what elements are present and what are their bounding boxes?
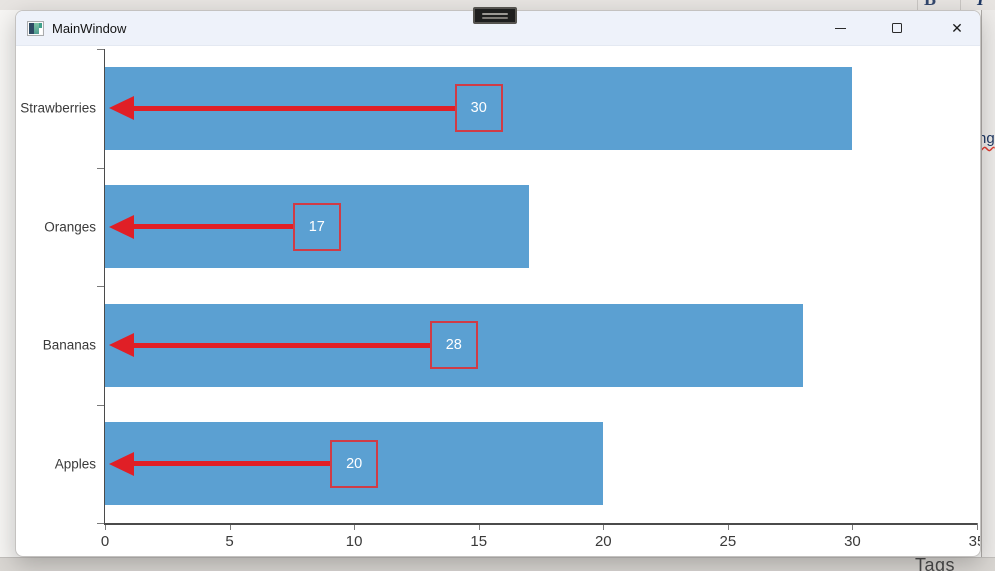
- x-axis-tick: [478, 523, 480, 530]
- main-window: MainWindow ✕ Strawberries 30 Oranges 17 Bana…: [15, 10, 981, 557]
- clipped-document-text: ng: [982, 130, 995, 147]
- x-tick-label: 10: [345, 533, 363, 550]
- category-label: Oranges: [44, 219, 96, 235]
- x-axis-line: [103, 523, 977, 525]
- x-tick-label: 15: [470, 533, 488, 550]
- value-label: 30: [470, 100, 487, 117]
- toolbar-divider: [960, 0, 961, 10]
- x-tick-label: 5: [225, 533, 234, 550]
- title-bar[interactable]: MainWindow ✕: [16, 11, 980, 46]
- app-icon: [27, 21, 44, 36]
- maximize-icon: [892, 23, 902, 33]
- snap-line: [482, 13, 508, 15]
- arrow-head-icon: [109, 333, 134, 358]
- arrow-shaft: [134, 342, 430, 348]
- category-label: Bananas: [42, 337, 96, 353]
- y-axis-tick: [97, 167, 105, 169]
- window-title: MainWindow: [52, 21, 127, 36]
- italic-button[interactable]: I: [977, 0, 984, 10]
- arrow-head-icon: [109, 451, 134, 476]
- value-label-box: 28: [429, 321, 478, 370]
- x-tick-label: 35: [968, 533, 980, 550]
- x-axis-tick: [229, 523, 231, 530]
- x-axis-tick: [354, 523, 356, 530]
- snap-layout-indicator[interactable]: [473, 7, 517, 24]
- snap-line: [482, 17, 508, 19]
- close-button[interactable]: ✕: [934, 11, 980, 45]
- arrow-shaft: [134, 105, 455, 111]
- arrow-shaft: [134, 461, 331, 467]
- x-tick-label: 0: [100, 533, 110, 550]
- maximize-button[interactable]: [874, 11, 920, 45]
- arrow-head-icon: [109, 96, 134, 121]
- arrow-shaft: [134, 224, 293, 230]
- minimize-icon: [834, 27, 846, 29]
- y-axis-tick: [97, 286, 105, 287]
- x-tick-label: 20: [594, 533, 612, 550]
- bar-chart: Strawberries 30 Oranges 17 Bananas 28 Apples 20…: [16, 46, 980, 556]
- x-axis-tick: [727, 523, 729, 530]
- arrow-head-icon: [109, 214, 134, 239]
- tags-heading: Tags: [915, 557, 956, 571]
- value-label-box: 30: [454, 84, 503, 133]
- y-axis-tick: [97, 49, 105, 50]
- category-label: Strawberries: [20, 100, 96, 116]
- background-app-right-edge: ng: [981, 10, 995, 557]
- value-label: 20: [346, 455, 363, 472]
- x-tick-label: 25: [719, 533, 737, 550]
- category-label: Apples: [54, 456, 96, 472]
- value-label-box: 17: [292, 202, 341, 251]
- x-axis-tick: [603, 523, 605, 530]
- y-axis-tick: [97, 404, 105, 406]
- x-axis-tick: [105, 523, 106, 530]
- x-axis-tick: [977, 523, 978, 530]
- background-app-bottom-edge: Tags: [0, 557, 995, 571]
- toolbar-divider: [917, 0, 918, 10]
- y-axis-line: [103, 49, 105, 523]
- x-tick-label: 30: [844, 533, 861, 550]
- bold-button[interactable]: B: [924, 0, 936, 10]
- x-axis-tick: [852, 523, 854, 530]
- value-label: 17: [308, 218, 325, 235]
- y-axis-tick: [97, 523, 105, 524]
- value-label-box: 20: [330, 439, 379, 488]
- minimize-button[interactable]: [817, 11, 863, 45]
- background-app-toolbar: B I: [0, 0, 995, 10]
- close-icon: ✕: [951, 20, 963, 36]
- value-label: 28: [445, 337, 462, 354]
